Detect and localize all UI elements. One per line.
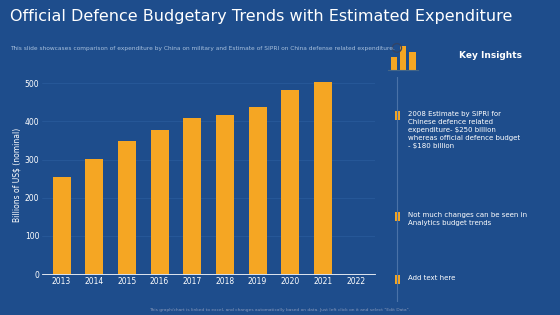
Bar (281, 90, 299, 274)
FancyBboxPatch shape (395, 212, 400, 221)
Y-axis label: Billions of US$ (nominal): Billions of US$ (nominal) (13, 128, 22, 222)
Bar (400, 46, 407, 70)
Text: Key Insights: Key Insights (459, 51, 522, 60)
Text: Not much changes can be seen in
Analytics budget trends: Not much changes can be seen in Analytic… (408, 212, 527, 226)
FancyBboxPatch shape (395, 111, 400, 120)
Text: This slide showcases comparison of expenditure by China on military and Estimate: This slide showcases comparison of expen… (10, 46, 395, 51)
Bar (391, 57, 397, 70)
Bar (314, 83, 332, 274)
Bar (216, 115, 234, 274)
Text: 2008 Estimate by SIPRI for
Chinese defence related
expenditure- $250 billion
whe: 2008 Estimate by SIPRI for Chinese defen… (408, 111, 520, 149)
Bar (118, 141, 136, 274)
Bar (409, 52, 416, 70)
Text: Official Defence Budgetary Trends with Estimated Expenditure: Official Defence Budgetary Trends with E… (10, 9, 512, 25)
Text: Add text here: Add text here (408, 275, 455, 281)
Bar (249, 107, 267, 274)
Bar (151, 130, 169, 274)
Bar (53, 177, 71, 274)
Bar (85, 159, 103, 274)
FancyBboxPatch shape (395, 275, 400, 284)
Text: This graph/chart is linked to excel, and changes automatically based on data. Ju: This graph/chart is linked to excel, and… (150, 308, 410, 312)
Bar (183, 117, 201, 274)
